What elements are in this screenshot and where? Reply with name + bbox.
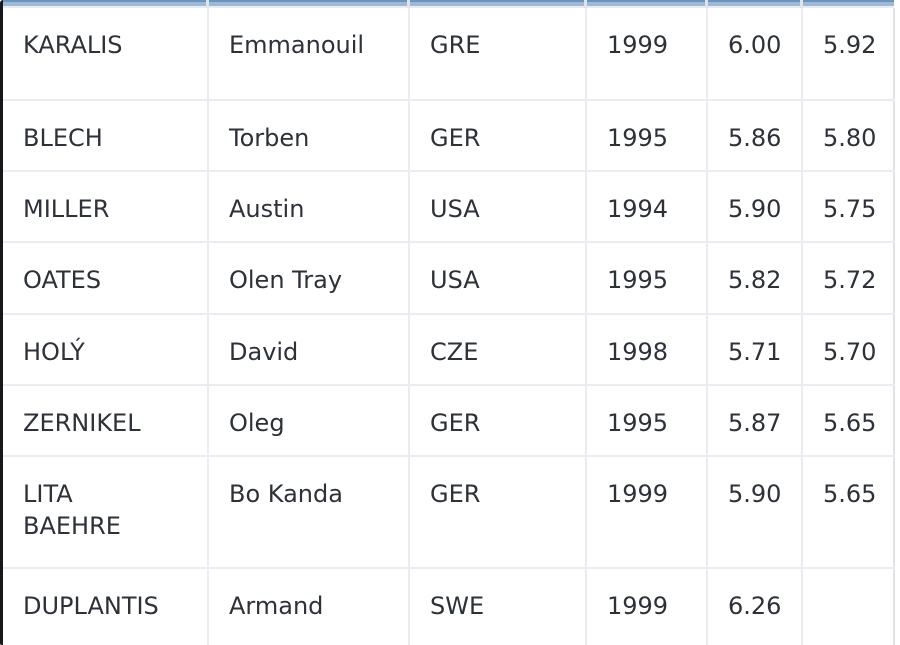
- cell-first-name: David: [208, 314, 410, 386]
- cell-mark-2: 5.75: [802, 171, 895, 243]
- table-row[interactable]: LITA BAEHRE Bo Kanda GER 1999 5.90 5.65: [3, 456, 895, 569]
- header-column-separator: [705, 0, 708, 8]
- cell-country: CZE: [409, 314, 587, 386]
- cell-mark-1: 5.90: [707, 171, 803, 243]
- table-row[interactable]: HOLÝ David CZE 1998 5.71 5.70: [3, 314, 895, 386]
- table-row[interactable]: DUPLANTIS Armand SWE 1999 6.26: [3, 568, 895, 645]
- cell-last-name: KARALIS: [3, 8, 209, 101]
- cell-last-name: MILLER: [3, 171, 209, 243]
- cell-birth-year: 1994: [586, 171, 708, 243]
- results-table-container: KARALIS Emmanouil GRE 1999 6.00 5.92 BLE…: [3, 0, 895, 645]
- header-column-separator: [206, 0, 209, 8]
- cell-country: GER: [409, 385, 587, 457]
- cell-mark-2: 5.65: [802, 385, 895, 457]
- table-row[interactable]: ZERNIKEL Oleg GER 1995 5.87 5.65: [3, 385, 895, 457]
- table-row[interactable]: MILLER Austin USA 1994 5.90 5.75: [3, 171, 895, 243]
- cell-first-name: Armand: [208, 568, 410, 645]
- cell-birth-year: 1999: [586, 568, 708, 645]
- cell-mark-1: 5.87: [707, 385, 803, 457]
- cell-birth-year: 1995: [586, 385, 708, 457]
- cell-mark-2: 5.72: [802, 242, 895, 315]
- cell-birth-year: 1995: [586, 100, 708, 172]
- cell-mark-2: 5.65: [802, 456, 895, 569]
- table-row[interactable]: BLECH Torben GER 1995 5.86 5.80: [3, 100, 895, 172]
- cell-birth-year: 1999: [586, 8, 708, 101]
- cell-country: GRE: [409, 8, 587, 101]
- cell-first-name: Oleg: [208, 385, 410, 457]
- cell-country: GER: [409, 456, 587, 569]
- cell-first-name: Austin: [208, 171, 410, 243]
- header-column-separator: [407, 0, 410, 8]
- table-row[interactable]: OATES Olen Tray USA 1995 5.82 5.72: [3, 242, 895, 315]
- cell-last-name: HOLÝ: [3, 314, 209, 386]
- results-table: KARALIS Emmanouil GRE 1999 6.00 5.92 BLE…: [3, 8, 895, 645]
- cell-mark-2: 5.92: [802, 8, 895, 101]
- header-column-separator: [584, 0, 587, 8]
- cell-first-name: Bo Kanda: [208, 456, 410, 569]
- cell-mark-1: 5.82: [707, 242, 803, 315]
- cell-last-name: OATES: [3, 242, 209, 315]
- cell-mark-2: 5.80: [802, 100, 895, 172]
- cell-birth-year: 1999: [586, 456, 708, 569]
- cell-last-name: ZERNIKEL: [3, 385, 209, 457]
- cell-country: SWE: [409, 568, 587, 645]
- cell-mark-2: 5.70: [802, 314, 895, 386]
- cell-mark-2: [802, 568, 895, 645]
- cell-birth-year: 1998: [586, 314, 708, 386]
- cell-mark-1: 5.71: [707, 314, 803, 386]
- cell-mark-1: 5.90: [707, 456, 803, 569]
- header-column-separator: [800, 0, 803, 8]
- cell-country: USA: [409, 171, 587, 243]
- window-left-edge: [0, 0, 3, 645]
- cell-country: USA: [409, 242, 587, 315]
- cell-last-name: DUPLANTIS: [3, 568, 209, 645]
- cell-mark-1: 6.00: [707, 8, 803, 101]
- cell-first-name: Emmanouil: [208, 8, 410, 101]
- cell-last-name: LITA BAEHRE: [3, 456, 209, 569]
- cell-birth-year: 1995: [586, 242, 708, 315]
- results-table-body: KARALIS Emmanouil GRE 1999 6.00 5.92 BLE…: [3, 8, 895, 645]
- table-header-row-cutoff[interactable]: [3, 0, 894, 8]
- cell-first-name: Olen Tray: [208, 242, 410, 315]
- cell-last-name: BLECH: [3, 100, 209, 172]
- cell-mark-1: 5.86: [707, 100, 803, 172]
- cell-first-name: Torben: [208, 100, 410, 172]
- cell-country: GER: [409, 100, 587, 172]
- cell-mark-1: 6.26: [707, 568, 803, 645]
- table-row[interactable]: KARALIS Emmanouil GRE 1999 6.00 5.92: [3, 8, 895, 101]
